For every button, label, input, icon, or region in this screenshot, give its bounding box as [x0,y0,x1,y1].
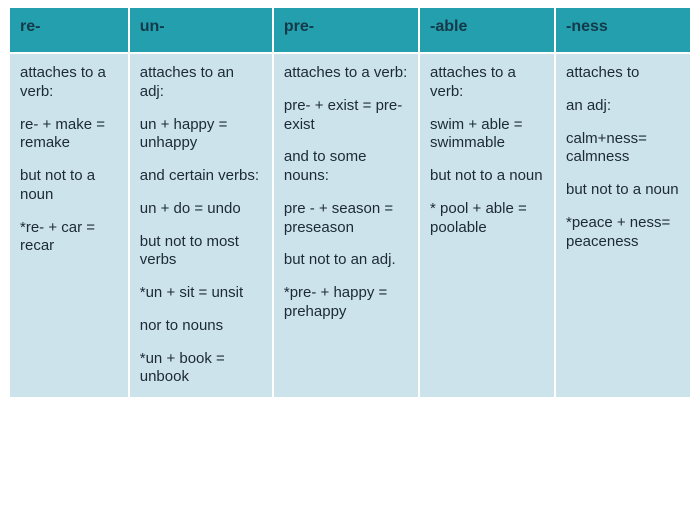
cell-paragraph: but not to a noun [566,181,680,200]
table-body-row: attaches to a verb: re- + make = remake bu… [10,54,690,397]
cell-paragraph: *re- + car = recar [20,219,118,257]
column-header: -able [420,8,554,52]
cell-paragraph: calm+ness= calmness [566,130,680,168]
affix-table: re-un-pre--able-ness attaches to a verb:… [8,6,692,399]
table-header-row: re-un-pre--able-ness [10,8,690,52]
column-header: un- [130,8,272,52]
column-header: -ness [556,8,690,52]
affix-table-container: re-un-pre--able-ness attaches to a verb:… [0,0,700,407]
table-cell: attaches to an adj: calm+ness= calmness but… [556,54,690,397]
cell-paragraph: attaches to [566,64,680,83]
cell-paragraph: swim + able = swimmable [430,116,544,154]
cell-paragraph: *pre- + happy = prehappy [284,284,408,322]
column-header: re- [10,8,128,52]
table-cell: attaches to a verb: swim + able = swimmab… [420,54,554,397]
cell-paragraph: re- + make = remake [20,116,118,154]
cell-paragraph: attaches to a verb: [20,64,118,102]
cell-paragraph: * pool + able = poolable [430,200,544,238]
cell-paragraph: attaches to a verb: [284,64,408,83]
cell-paragraph: pre- + exist = pre-exist [284,97,408,135]
table-cell: attaches to a verb: re- + make = remake bu… [10,54,128,397]
cell-paragraph: and certain verbs: [140,167,262,186]
cell-paragraph: an adj: [566,97,680,116]
cell-paragraph: and to some nouns: [284,148,408,186]
cell-paragraph: nor to nouns [140,317,262,336]
cell-paragraph: attaches to an adj: [140,64,262,102]
cell-paragraph: but not to most verbs [140,233,262,271]
cell-paragraph: attaches to a verb: [430,64,544,102]
cell-paragraph: un + do = undo [140,200,262,219]
cell-paragraph: but not to a noun [430,167,544,186]
table-cell: attaches to a verb: pre- + exist = pre-ex… [274,54,418,397]
cell-paragraph: *un + book = unbook [140,350,262,388]
cell-paragraph: but not to an adj. [284,251,408,270]
cell-paragraph: but not to a noun [20,167,118,205]
cell-paragraph: pre - + season = preseason [284,200,408,238]
cell-paragraph: *un + sit = unsit [140,284,262,303]
cell-paragraph: *peace + ness= peaceness [566,214,680,252]
cell-paragraph: un + happy = unhappy [140,116,262,154]
column-header: pre- [274,8,418,52]
table-cell: attaches to an adj: un + happy = unhappy a… [130,54,272,397]
